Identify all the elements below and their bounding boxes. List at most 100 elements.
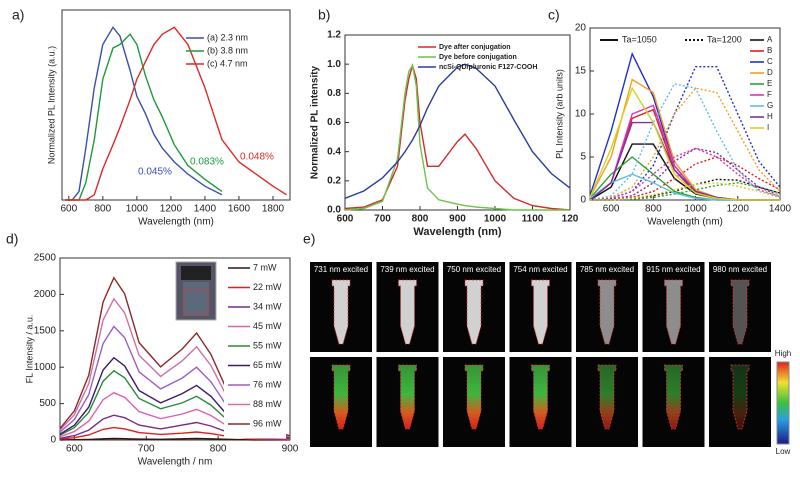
x-tick-label: 1200	[160, 204, 183, 215]
series-line	[590, 156, 781, 201]
y-tick-label: 20	[575, 23, 587, 34]
series-line	[65, 26, 287, 201]
legend-label: 7 mW	[253, 262, 277, 272]
legend-label: 34 mW	[253, 301, 282, 311]
tube	[731, 280, 749, 344]
panel-label: e)	[303, 231, 315, 247]
tube-outline	[664, 279, 683, 345]
x-axis-label: Wavelength / nm	[138, 457, 213, 468]
y-tick-label: 1.0	[327, 59, 341, 70]
y-tick-label: 0	[580, 195, 586, 206]
series-line	[589, 83, 781, 201]
plot-frame	[61, 9, 291, 201]
legend-label: 65 mW	[253, 360, 282, 370]
x-tick-label: 900	[282, 444, 299, 455]
tube-outline	[597, 279, 617, 345]
image-column: 754 nm excited	[509, 262, 572, 447]
y-tick-label: 1.2	[327, 30, 341, 41]
y-axis-label: PL Intensity (arb units)	[554, 69, 564, 159]
image-cell	[709, 262, 771, 352]
tube-outline	[597, 364, 617, 430]
tube-outline	[331, 364, 351, 430]
y-tick-label: 0	[50, 435, 56, 446]
series-line	[589, 147, 781, 201]
tube	[465, 280, 483, 344]
legend-label: Dye before conjugation	[439, 54, 517, 61]
series-line	[65, 33, 223, 201]
tube	[664, 365, 683, 429]
series-line	[344, 63, 571, 199]
x-tick-label: 1200	[727, 204, 750, 215]
x-tick-label: 1600	[228, 204, 251, 215]
x-tick-label: 900	[449, 214, 466, 225]
colorbar-high: High	[775, 349, 791, 358]
x-tick-label: 1100	[522, 214, 544, 225]
legend-label: 96 mW	[253, 418, 282, 428]
tube-outline	[730, 279, 750, 345]
legend-label: 22 mW	[253, 282, 282, 292]
tube	[664, 280, 683, 344]
image-column: 739 nm excited	[376, 262, 439, 447]
x-tick-label: 1000	[484, 214, 507, 225]
x-tick-label: 600	[337, 214, 354, 225]
y-tick-label: 2500	[34, 253, 57, 264]
legend-label: (b) 3.8 nm	[207, 45, 248, 55]
legend-label: E	[767, 79, 772, 88]
tube-outline	[398, 364, 417, 430]
x-tick-label: 120	[562, 214, 579, 225]
legend-label: F	[767, 90, 772, 99]
image-column: 731 nm excited	[310, 262, 372, 447]
series-line	[589, 147, 781, 201]
x-tick-label: 700	[374, 214, 391, 225]
tube	[598, 280, 616, 344]
legend-label: G	[767, 101, 773, 110]
legend-label: I	[767, 123, 769, 132]
series-line	[65, 26, 223, 201]
series-line	[589, 86, 780, 201]
legend-style-label: Ta=1200	[707, 34, 742, 44]
y-tick-label: 1000	[34, 362, 57, 373]
legend-box	[224, 259, 286, 439]
x-tick-label: 800	[645, 204, 662, 215]
tube	[332, 365, 350, 429]
y-tick-label: 0.4	[327, 146, 341, 157]
legend-label: A	[767, 35, 773, 44]
legend-label: (c) 4.7 nm	[207, 58, 248, 68]
x-tick-label: 600	[60, 204, 77, 215]
legend-label: 55 mW	[253, 340, 282, 350]
series-line	[590, 178, 781, 201]
x-tick-label: 1400	[194, 204, 217, 215]
y-tick-label: 0.2	[327, 175, 341, 186]
tube	[531, 365, 550, 429]
image-title: 915 nm excited	[646, 265, 700, 274]
legend-label: 45 mW	[253, 321, 282, 331]
x-tick-label: 1000	[684, 204, 707, 215]
x-axis-label: Wavelength (nm)	[413, 226, 502, 238]
y-tick-label: 0.0	[327, 205, 341, 216]
legend-style-label: Ta=1050	[622, 34, 657, 44]
legend-label: (a) 2.3 nm	[207, 32, 248, 42]
y-tick-label: 1500	[34, 325, 57, 336]
legend-label: 76 mW	[253, 379, 282, 389]
series-line	[344, 63, 570, 211]
legend-label: ncSi-QD/pluronic F127-COOH	[439, 64, 537, 71]
x-tick-label: 1400	[769, 204, 792, 215]
x-tick-label: 1000	[126, 204, 149, 215]
tube-outline	[331, 279, 351, 345]
x-tick-label: 600	[66, 444, 83, 455]
plot-frame	[589, 27, 781, 201]
tube-outline	[464, 279, 484, 345]
image-title: 980 nm excited	[713, 265, 767, 274]
x-tick-label: 700	[138, 444, 155, 455]
tube	[531, 280, 550, 344]
image-title: 785 nm excited	[580, 265, 634, 274]
x-axis-label: Wavelength (nm)	[138, 217, 214, 228]
annotation: 0.048%	[240, 152, 274, 163]
tube	[398, 365, 417, 429]
annotation: 0.083%	[190, 157, 224, 168]
x-tick-label: 600	[603, 204, 620, 215]
panel-label: c)	[548, 7, 560, 23]
image-title: 739 nm excited	[380, 265, 434, 274]
y-tick-label: 5	[580, 152, 586, 163]
